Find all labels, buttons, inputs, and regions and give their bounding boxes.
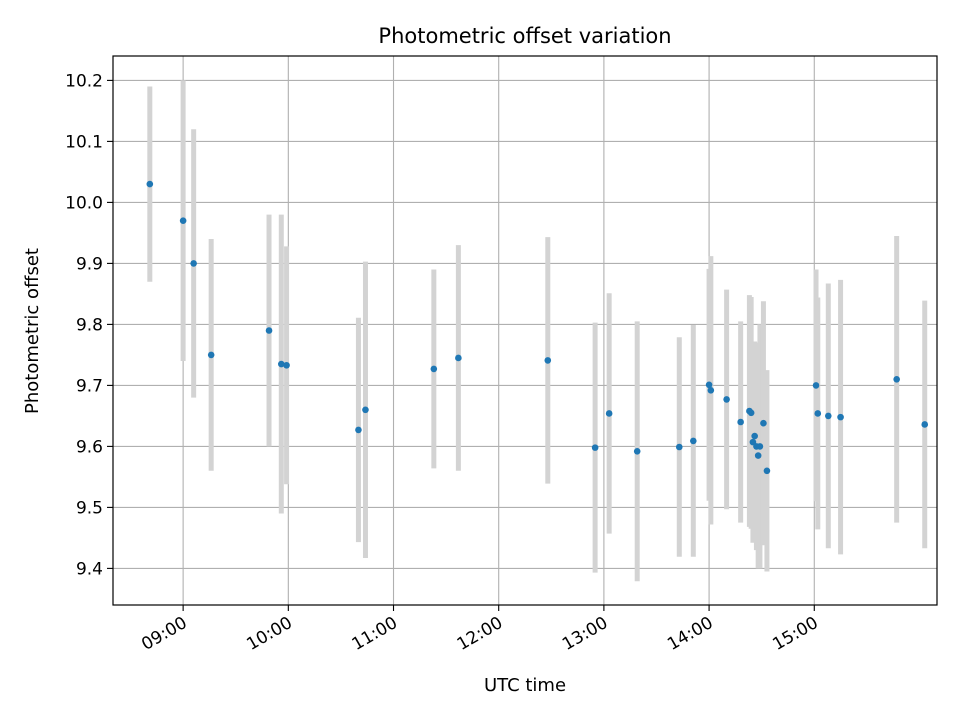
x-tick-label: 12:00 bbox=[454, 613, 506, 655]
data-point bbox=[362, 406, 369, 414]
data-point bbox=[751, 432, 758, 440]
data-point bbox=[146, 180, 154, 188]
data-point bbox=[675, 443, 683, 451]
y-axis-ticks: 9.4 9.5 9.6 9.7 9.8 9.9 10.0 10.1 10.2 bbox=[65, 71, 113, 579]
data-point bbox=[190, 260, 197, 267]
data-point bbox=[265, 327, 273, 334]
data-point bbox=[814, 410, 822, 417]
x-tick-label: 11:00 bbox=[349, 613, 401, 655]
y-tick-label: 9.4 bbox=[76, 559, 103, 579]
data-point bbox=[893, 376, 900, 383]
x-tick-label: 10:00 bbox=[243, 613, 295, 655]
data-point bbox=[207, 351, 215, 359]
y-tick-label: 10.2 bbox=[65, 71, 103, 91]
data-point bbox=[812, 382, 820, 389]
data-point bbox=[591, 444, 599, 451]
data-point bbox=[763, 467, 771, 475]
x-tick-label: 15:00 bbox=[769, 613, 821, 655]
plot-frame bbox=[112, 55, 938, 606]
data-points bbox=[146, 180, 929, 475]
data-point bbox=[747, 409, 755, 417]
data-point bbox=[355, 426, 362, 434]
y-tick-label: 9.8 bbox=[76, 315, 103, 335]
data-point bbox=[723, 396, 730, 403]
y-tick-label: 9.7 bbox=[76, 376, 103, 396]
data-point bbox=[737, 418, 744, 426]
x-tick-label: 13:00 bbox=[559, 613, 611, 655]
data-point bbox=[430, 365, 438, 373]
data-point bbox=[455, 354, 462, 362]
x-axis-ticks: 09:00 10:00 11:00 12:00 13:00 14:00 15:00 bbox=[138, 605, 822, 655]
x-tick-label: 14:00 bbox=[664, 613, 716, 655]
y-tick-label: 9.9 bbox=[76, 254, 103, 274]
data-point bbox=[544, 357, 552, 364]
y-tick-label: 10.1 bbox=[65, 132, 103, 152]
y-tick-label: 9.5 bbox=[76, 498, 103, 518]
data-point bbox=[705, 381, 713, 389]
data-point bbox=[707, 386, 715, 394]
y-tick-label: 10.0 bbox=[65, 193, 103, 213]
data-point bbox=[760, 419, 767, 427]
data-point bbox=[278, 360, 285, 368]
data-point bbox=[605, 410, 613, 417]
y-axis-label: Photometric offset bbox=[22, 248, 43, 414]
data-point bbox=[921, 421, 929, 428]
y-tick-label: 9.6 bbox=[76, 437, 103, 457]
data-point bbox=[754, 452, 762, 459]
data-point bbox=[825, 412, 832, 420]
data-point bbox=[837, 413, 844, 421]
data-point bbox=[633, 447, 641, 455]
data-point bbox=[179, 217, 187, 224]
x-tick-label: 09:00 bbox=[138, 613, 190, 655]
x-axis-label: UTC time bbox=[484, 675, 566, 696]
data-point bbox=[283, 361, 290, 369]
data-point bbox=[756, 443, 764, 450]
data-point bbox=[690, 437, 697, 445]
chart-title: Photometric offset variation bbox=[378, 24, 671, 48]
grid bbox=[113, 56, 937, 605]
